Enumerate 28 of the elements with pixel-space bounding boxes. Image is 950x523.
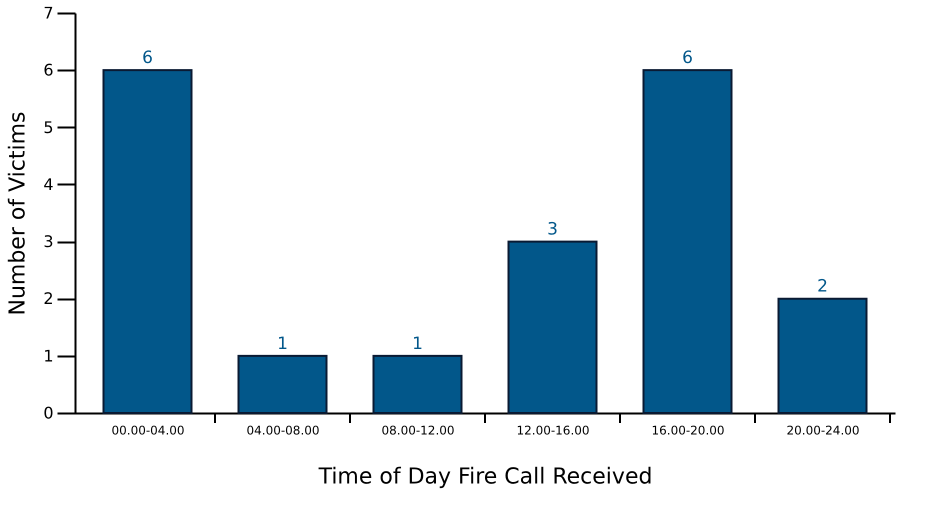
bar — [642, 69, 732, 414]
bar — [102, 69, 192, 414]
y-tick-label: 4 — [43, 174, 54, 194]
data-label: 6 — [682, 48, 693, 68]
bar — [508, 240, 598, 414]
x-tick-label: 08.00-12.00 — [381, 424, 455, 438]
x-axis-title: Time of Day Fire Call Received — [318, 464, 652, 490]
bar — [372, 354, 462, 414]
data-label: 2 — [817, 276, 828, 297]
y-tick-label: 0 — [43, 404, 54, 422]
x-tick-label: 16.00-20.00 — [651, 424, 725, 438]
data-label: 1 — [277, 334, 288, 354]
y-tick-label: 5 — [43, 118, 54, 137]
y-tick-label: 1 — [43, 346, 54, 366]
bar — [238, 354, 328, 414]
data-label: 6 — [142, 48, 153, 68]
y-tick-label: 7 — [43, 4, 54, 22]
bar — [778, 298, 868, 414]
y-tick-label: 3 — [43, 232, 54, 252]
y-axis-title: Number of Victims — [5, 112, 30, 316]
data-label: 1 — [412, 334, 423, 354]
x-tick-label: 04.00-08.00 — [246, 424, 320, 438]
x-tick-label: 12.00-16.00 — [516, 424, 590, 438]
y-tick-label: 6 — [43, 60, 54, 80]
x-tick-label: 20.00-24.00 — [786, 424, 860, 438]
x-tick-label: 00.00-04.00 — [111, 424, 185, 438]
data-label: 3 — [547, 220, 558, 240]
y-tick-label: 2 — [43, 289, 54, 308]
